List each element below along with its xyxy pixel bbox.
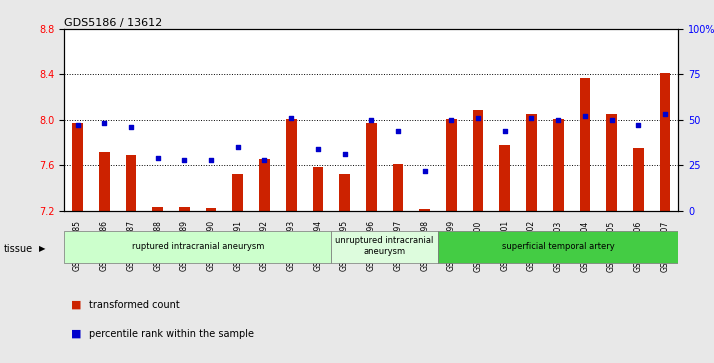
Bar: [286, 119, 296, 211]
Text: superficial temporal artery: superficial temporal artery: [502, 242, 615, 250]
Point: [286, 115, 297, 121]
Bar: [660, 73, 670, 211]
Bar: [339, 174, 350, 211]
Point: [152, 155, 164, 161]
Text: GDS5186 / 13612: GDS5186 / 13612: [64, 18, 163, 28]
Point: [339, 151, 351, 157]
Bar: [259, 159, 270, 211]
Bar: [366, 123, 376, 211]
Bar: [152, 207, 163, 211]
Point: [526, 115, 537, 121]
Bar: [580, 78, 590, 211]
Bar: [446, 119, 457, 211]
Point: [553, 117, 564, 123]
Point: [419, 168, 431, 174]
Text: ▶: ▶: [39, 244, 46, 253]
Point: [72, 122, 84, 128]
Point: [633, 122, 644, 128]
Bar: [438, 231, 678, 263]
Bar: [206, 208, 216, 211]
Bar: [526, 114, 537, 211]
Text: ■: ■: [71, 329, 82, 339]
Text: transformed count: transformed count: [89, 300, 180, 310]
Bar: [553, 119, 563, 211]
Text: unruptured intracranial
aneurysm: unruptured intracranial aneurysm: [336, 236, 434, 256]
Point: [232, 144, 243, 150]
Point: [392, 128, 403, 134]
Bar: [72, 123, 83, 211]
Point: [206, 157, 217, 163]
Text: tissue: tissue: [4, 244, 33, 254]
Point: [446, 117, 457, 123]
Point: [366, 117, 377, 123]
Point: [312, 146, 323, 152]
Point: [178, 157, 190, 163]
Point: [473, 115, 484, 121]
Bar: [233, 174, 243, 211]
Text: percentile rank within the sample: percentile rank within the sample: [89, 329, 254, 339]
Text: ■: ■: [71, 300, 82, 310]
Bar: [393, 164, 403, 211]
Text: ruptured intracranial aneurysm: ruptured intracranial aneurysm: [131, 242, 264, 250]
Bar: [473, 110, 483, 211]
Point: [659, 111, 670, 117]
Bar: [499, 145, 510, 211]
Bar: [99, 151, 110, 211]
Point: [258, 157, 270, 163]
Point: [125, 124, 136, 130]
Point: [99, 121, 110, 126]
Bar: [64, 231, 331, 263]
Bar: [633, 148, 643, 211]
Bar: [419, 209, 430, 211]
Point: [606, 117, 618, 123]
Point: [499, 128, 511, 134]
Bar: [179, 207, 190, 211]
Bar: [313, 167, 323, 211]
Point: [579, 113, 590, 119]
Bar: [126, 155, 136, 211]
Bar: [331, 231, 438, 263]
Bar: [606, 114, 617, 211]
